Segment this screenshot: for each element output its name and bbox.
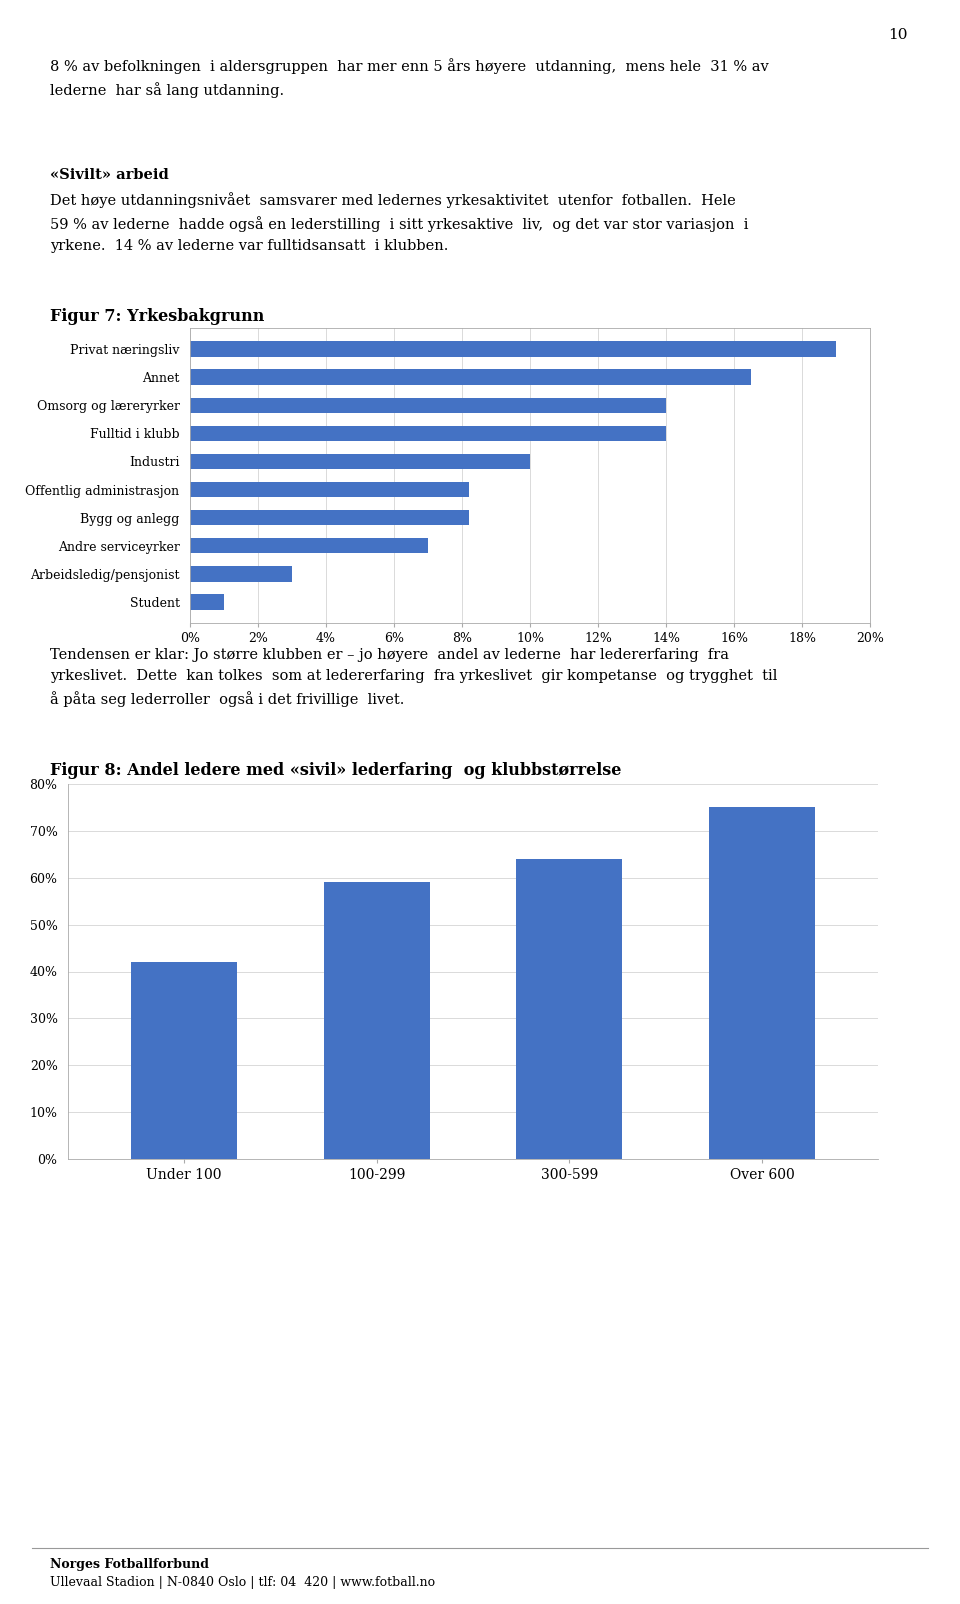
Text: Norges Fotballforbund: Norges Fotballforbund	[50, 1557, 209, 1570]
Text: Tendensen er klar: Jo større klubben er – jo høyere  andel av lederne  har leder: Tendensen er klar: Jo større klubben er …	[50, 648, 778, 707]
Bar	[190, 369, 751, 385]
Bar	[516, 860, 622, 1160]
Text: Det høye utdanningsnivået  samsvarer med ledernes yrkesaktivitet  utenfor  fotba: Det høye utdanningsnivået samsvarer med …	[50, 192, 749, 253]
Text: 8 % av befolkningen  i aldersgruppen  har mer enn 5 års høyere  utdanning,  mens: 8 % av befolkningen i aldersgruppen har …	[50, 58, 769, 98]
Text: «Sivilt» arbeid: «Sivilt» arbeid	[50, 168, 169, 181]
Bar	[190, 481, 468, 497]
Bar	[190, 454, 530, 470]
Text: Ullevaal Stadion | N-0840 Oslo | tlf: 04  420 | www.fotball.no: Ullevaal Stadion | N-0840 Oslo | tlf: 04…	[50, 1577, 435, 1590]
Bar	[324, 882, 430, 1160]
Text: 10: 10	[888, 27, 907, 42]
Bar	[190, 398, 666, 412]
Bar	[190, 510, 468, 526]
Bar	[190, 537, 428, 553]
Bar	[190, 342, 836, 356]
Bar	[131, 962, 237, 1160]
Bar	[190, 593, 224, 610]
Bar	[190, 425, 666, 441]
Text: Figur 7: Yrkesbakgrunn: Figur 7: Yrkesbakgrunn	[50, 308, 264, 326]
Text: Figur 8: Andel ledere med «sivil» lederfaring  og klubbstørrelse: Figur 8: Andel ledere med «sivil» lederf…	[50, 762, 621, 780]
Bar	[190, 566, 292, 582]
Bar	[709, 807, 815, 1160]
